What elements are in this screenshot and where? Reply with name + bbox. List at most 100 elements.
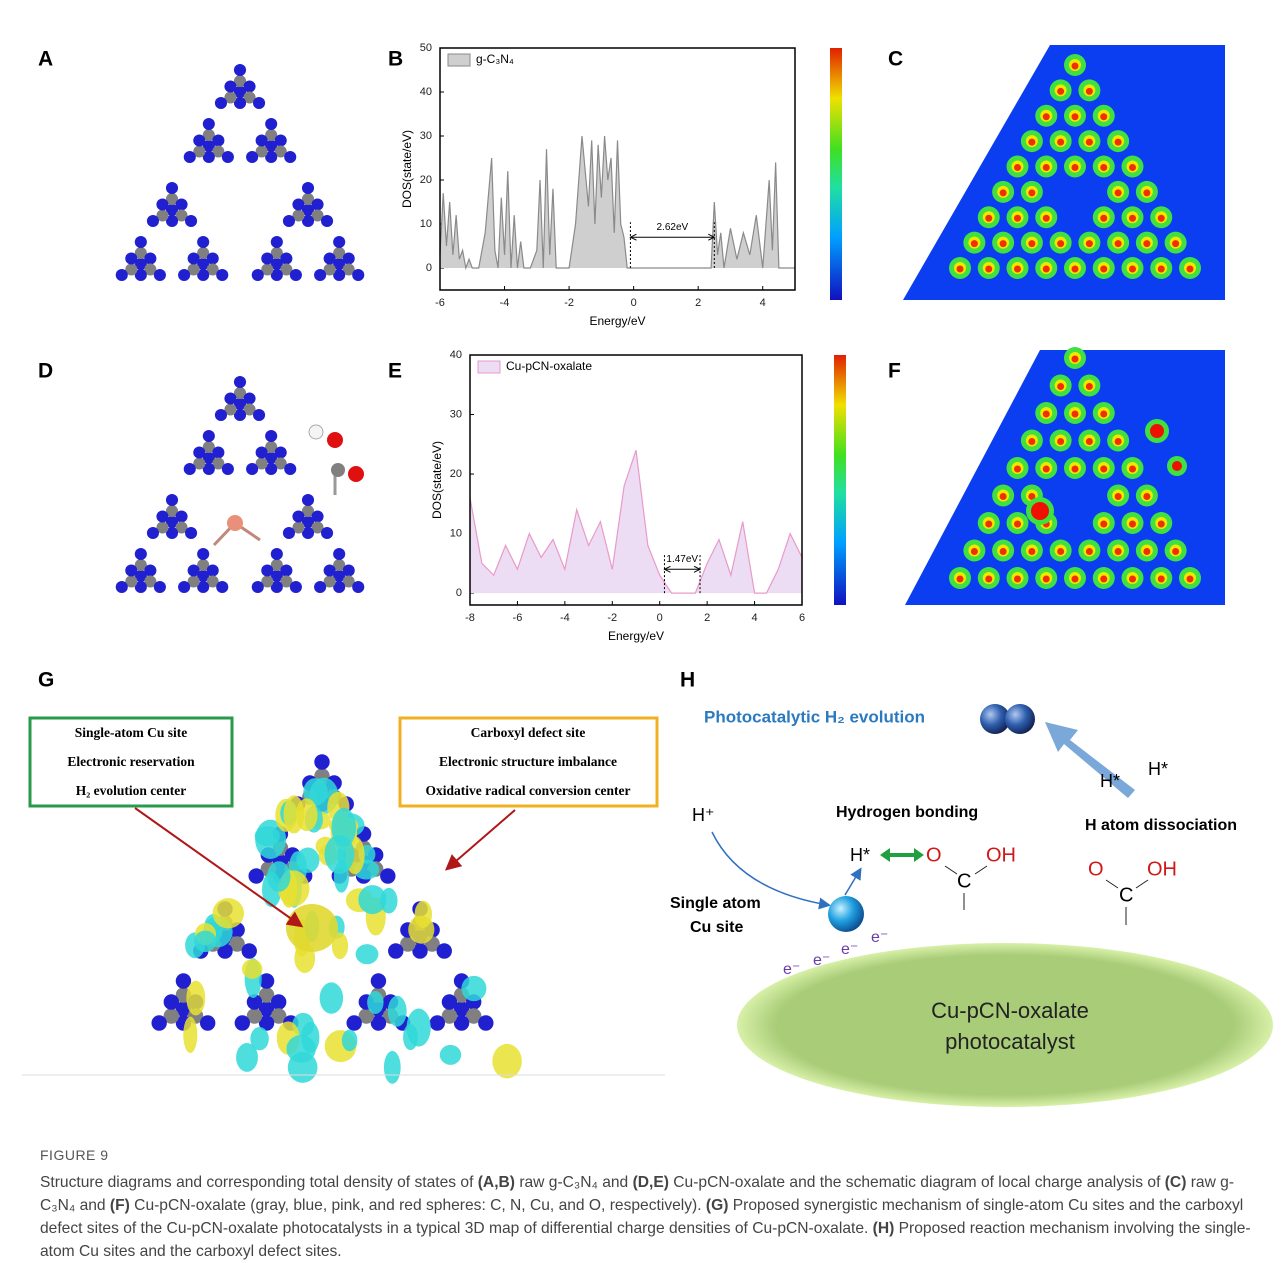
charge-blob <box>183 1017 197 1054</box>
density-peak <box>1072 113 1079 120</box>
density-peak <box>1000 240 1007 247</box>
density-peak <box>1143 548 1150 555</box>
density-peak <box>1043 164 1050 171</box>
gap-label: 1.47eV <box>666 554 698 565</box>
caption-text: raw g-C₃N₄ and <box>515 1174 633 1191</box>
legend-label: g-C₃N₄ <box>476 52 514 66</box>
legend-swatch <box>448 54 470 66</box>
density-peak <box>1172 548 1179 555</box>
n-atom <box>144 252 156 264</box>
density-peak <box>1115 548 1122 555</box>
n-atom <box>261 252 273 264</box>
charge-blob <box>320 982 343 1013</box>
density-peak <box>1057 383 1064 390</box>
n-atom <box>207 252 219 264</box>
n-atom <box>224 80 236 92</box>
y-tick-label: 0 <box>426 262 432 274</box>
density-peak <box>1129 164 1136 171</box>
x-tick-label: -4 <box>560 612 570 624</box>
n-atom <box>442 994 457 1009</box>
n-atom <box>292 198 304 210</box>
n-atom <box>215 97 227 109</box>
y-tick-label: 20 <box>450 468 462 480</box>
density-peak <box>1158 215 1165 222</box>
density-peak <box>957 576 964 583</box>
y-axis-label: DOS(state/eV) <box>430 441 444 519</box>
density-peak <box>1115 139 1122 146</box>
density-peak <box>1158 266 1165 273</box>
dos-charts: 01020304050-6-4-2024Energy/eVDOS(state/e… <box>400 42 805 643</box>
density-peak <box>1031 502 1049 520</box>
n-atom <box>275 446 287 458</box>
density-peak <box>1072 411 1079 418</box>
density-peak <box>1158 521 1165 528</box>
n-atom <box>243 80 255 92</box>
n-atom <box>248 868 263 883</box>
density-peak <box>1043 576 1050 583</box>
density-peak <box>1143 189 1150 196</box>
caption-text: (C) <box>1165 1174 1187 1191</box>
box-text: Single-atom Cu site <box>75 725 188 740</box>
panel-label: D <box>38 360 53 383</box>
density-peak <box>1072 63 1079 70</box>
n-atom <box>246 463 258 475</box>
catalyst-label: photocatalyst <box>945 1029 1075 1054</box>
n-atom <box>156 198 168 210</box>
charge-blob <box>461 976 486 1001</box>
density-peak <box>1129 266 1136 273</box>
path-arrow <box>712 832 828 905</box>
atom-label: O <box>1088 858 1104 880</box>
density-peak <box>1057 240 1064 247</box>
n-atom <box>203 430 215 442</box>
n-atom <box>154 581 166 593</box>
density-peak <box>1187 266 1194 273</box>
c-atom <box>331 463 345 477</box>
charge-blob <box>267 861 290 892</box>
charge-blob <box>408 916 434 944</box>
density-peak <box>1072 266 1079 273</box>
n-atom <box>184 151 196 163</box>
electron: e⁻ <box>813 952 830 969</box>
n-atom <box>290 581 302 593</box>
legend-swatch <box>478 361 500 373</box>
n-atom <box>212 446 224 458</box>
n-atom <box>437 943 452 958</box>
charge-blob <box>286 1035 316 1063</box>
n-atom <box>185 527 197 539</box>
density-peak <box>1150 424 1164 438</box>
n-atom <box>197 236 209 248</box>
y-tick-label: 10 <box>420 218 432 230</box>
h-heading: Single atom <box>670 895 761 912</box>
density-peak <box>1100 266 1107 273</box>
n-atom <box>280 252 292 264</box>
n-atom <box>252 269 264 281</box>
charge-blob <box>250 1027 268 1050</box>
density-peak <box>1129 521 1136 528</box>
h-species: H* <box>850 845 870 865</box>
charge-blob <box>213 898 245 928</box>
n-atom <box>253 409 265 421</box>
structure-d <box>116 376 365 593</box>
panel-label: B <box>388 48 403 71</box>
n-atom <box>215 409 227 421</box>
charge-blob <box>286 904 338 952</box>
n-atom <box>333 236 345 248</box>
density-peak <box>1086 88 1093 95</box>
x-tick-label: -4 <box>500 297 510 309</box>
n-atom <box>222 463 234 475</box>
caption-text: (D,E) <box>633 1174 669 1191</box>
n-atom <box>261 564 273 576</box>
x-tick-label: -6 <box>513 612 523 624</box>
atom-label: OH <box>1147 858 1177 880</box>
charge-blob <box>388 996 407 1027</box>
panel-label: A <box>38 48 53 71</box>
density-peak <box>1158 576 1165 583</box>
density-peak <box>1014 466 1021 473</box>
caption-text: (H) <box>873 1220 895 1237</box>
caption-text: (F) <box>110 1197 130 1214</box>
charge-blob <box>380 888 397 914</box>
n-atom <box>256 134 268 146</box>
panel-label: H <box>680 669 695 692</box>
n-atom <box>256 446 268 458</box>
charge-blob <box>367 991 383 1014</box>
